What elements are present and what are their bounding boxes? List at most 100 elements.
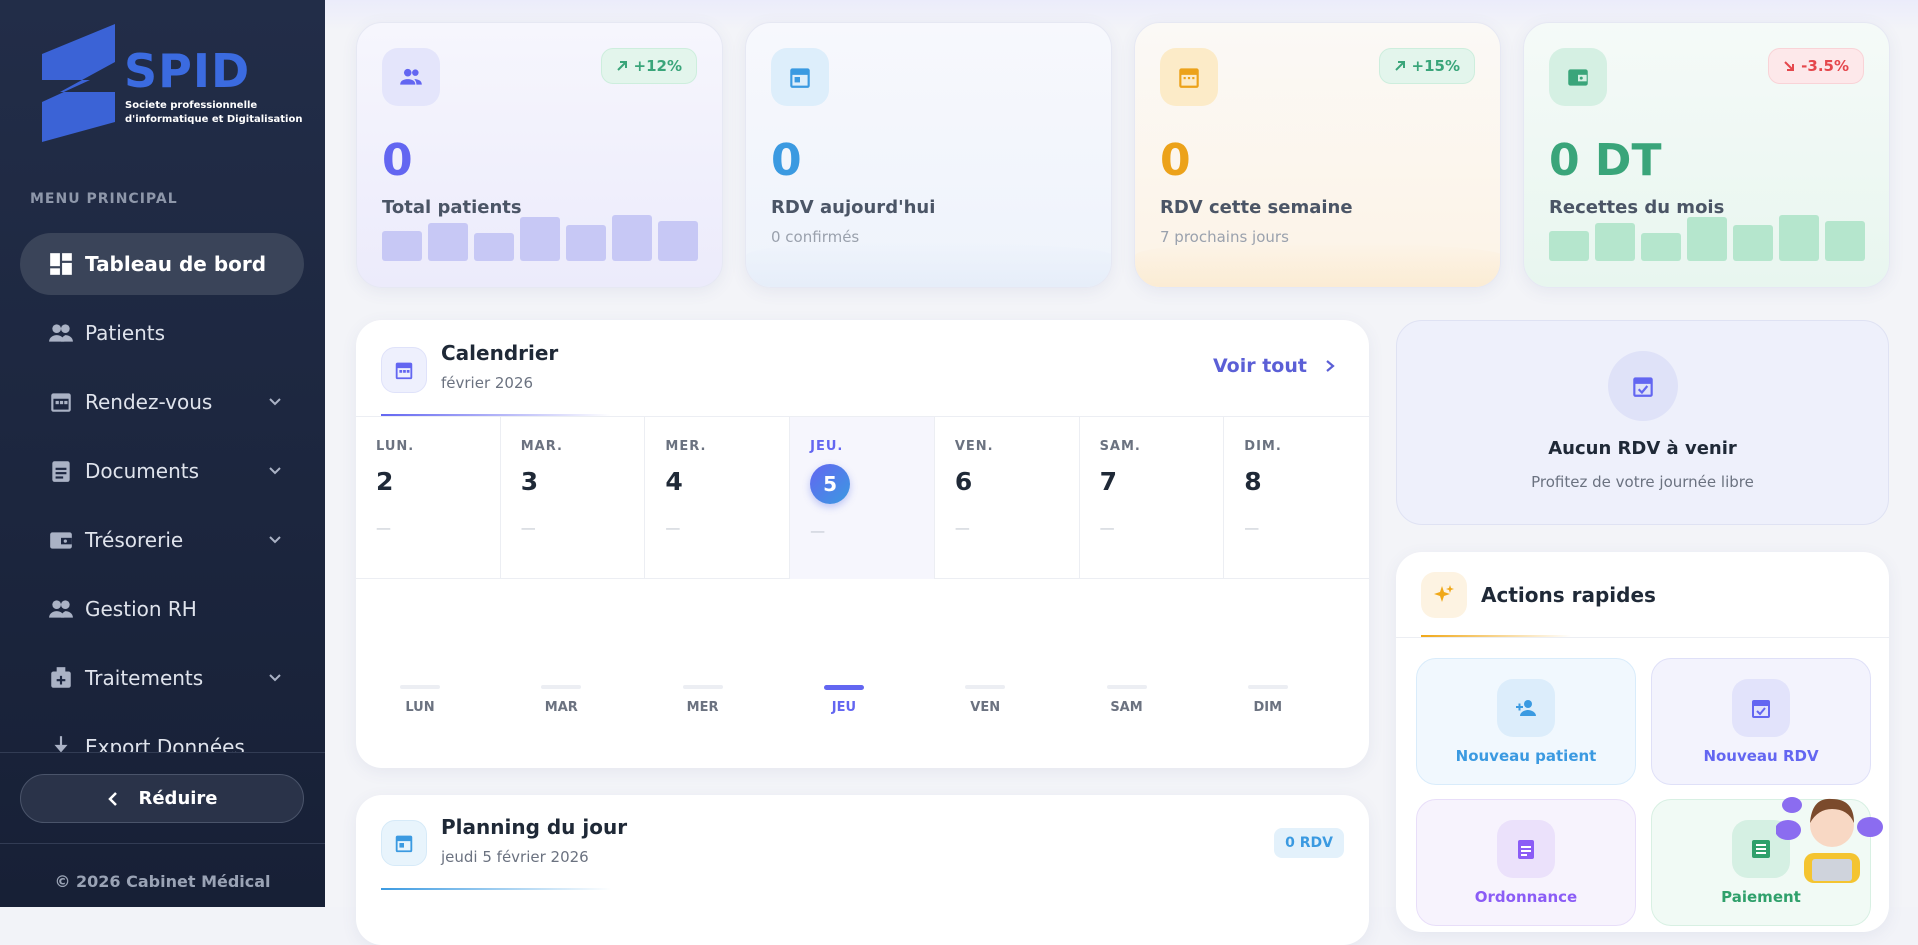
quick-action[interactable]: Ordonnance: [1416, 799, 1636, 926]
stat-icon: [1160, 48, 1218, 106]
actions-title: Actions rapides: [1481, 583, 1656, 607]
stat-value: 0 DT: [1549, 135, 1662, 186]
week-indicator: [1106, 685, 1147, 689]
icon: [50, 253, 72, 275]
day-cell[interactable]: MER. 4 —: [645, 417, 791, 579]
icon: [1518, 840, 1534, 859]
day-cell[interactable]: LUN. 2 —: [356, 417, 501, 579]
week-indicator: [1247, 685, 1288, 689]
icon: [1516, 700, 1536, 716]
icon: [269, 398, 281, 406]
menu-label: Patients: [85, 321, 166, 345]
menu-label: Documents: [85, 459, 200, 483]
menu-label: Tableau de bord: [85, 252, 267, 276]
menu-item[interactable]: Tableau de bord: [20, 233, 304, 295]
trend-value: +15%: [1411, 57, 1460, 75]
collapse-button[interactable]: Réduire: [20, 774, 304, 823]
chevron-left: [108, 791, 118, 806]
week-day: VEN: [970, 700, 1001, 715]
see-all-label: Voir tout: [1213, 355, 1307, 377]
day-name: MER.: [665, 439, 707, 454]
quick-action[interactable]: Nouveau RDV: [1651, 658, 1871, 785]
planning-icon: [381, 820, 427, 866]
trend-value: -3.5%: [1801, 57, 1849, 75]
day-cell[interactable]: SAM. 7 —: [1080, 417, 1225, 579]
quick-action[interactable]: Nouveau patient: [1416, 658, 1636, 785]
stat-icon: [771, 48, 829, 106]
stat-value: 0: [771, 135, 802, 186]
stat-label: RDV cette semaine: [1160, 197, 1353, 218]
stat-value: 0: [382, 135, 413, 186]
wave: [1135, 242, 1500, 287]
day-number: 6: [954, 467, 973, 496]
menu-item[interactable]: Documents: [20, 440, 304, 502]
icon: [54, 736, 68, 752]
day-empty: —: [376, 519, 391, 537]
logo-subtitle: d'informatique et Digitalisation: [125, 114, 303, 125]
spark-bar: [428, 223, 468, 261]
quick-action-label: Nouveau patient: [1455, 747, 1597, 765]
day-empty: —: [1099, 519, 1115, 537]
menu-item[interactable]: Traitements: [20, 647, 304, 709]
quick-action-label: Ordonnance: [1474, 888, 1578, 906]
spark-bar: [1687, 217, 1727, 261]
day-cell[interactable]: VEN. 6 —: [935, 417, 1080, 579]
footer: © 2026 Cabinet Médical: [54, 872, 271, 891]
stat-card: -3.5% 0 DT Recettes du mois: [1523, 22, 1890, 288]
quick-action-icon: [1497, 679, 1555, 737]
week-indicator: [823, 685, 864, 690]
icon: [790, 68, 810, 88]
menu-item[interactable]: Gestion RH: [20, 578, 304, 640]
menu-item[interactable]: Rendez-vous: [20, 371, 304, 433]
spark-bar: [474, 233, 514, 261]
week-indicator: [682, 685, 723, 689]
spark-bar: [612, 215, 652, 261]
icon: [50, 532, 72, 549]
stat-sub: 7 prochains jours: [1160, 228, 1289, 246]
day-cell[interactable]: DIM. 8 —: [1224, 417, 1369, 579]
stat-sub: 0 confirmés: [771, 228, 860, 246]
week-indicator: [400, 685, 440, 689]
see-all-link[interactable]: Voir tout: [1213, 355, 1335, 377]
icon: [49, 324, 73, 342]
spark-bar: [1595, 223, 1635, 261]
day-number: 2: [376, 467, 394, 496]
icon: [51, 393, 71, 412]
trend-badge: +12%: [600, 48, 697, 84]
trend-badge: +15%: [1378, 48, 1475, 84]
menu-item[interactable]: Patients: [20, 302, 304, 364]
stat-label: Recettes du mois: [1549, 197, 1725, 218]
sparkline: [382, 215, 698, 261]
upcoming-card: Aucun RDV à venir Profitez de votre jour…: [1396, 320, 1889, 525]
menu-label: Rendez-vous: [85, 390, 213, 414]
icon: [269, 467, 281, 475]
wave: [746, 242, 1111, 287]
day-cell[interactable]: JEU. 5 —: [790, 417, 935, 579]
stat-card: +12% 0 Total patients: [356, 22, 723, 288]
accent-line: [1421, 635, 1571, 637]
menu-item[interactable]: Export Données: [20, 716, 304, 752]
upcoming-title: Aucun RDV à venir: [1548, 438, 1737, 459]
planning-card: Planning du jour jeudi 5 février 2026 0 …: [356, 795, 1369, 945]
logo-title: SPID: [124, 44, 251, 98]
icon: [1752, 840, 1770, 858]
quick-action-icon: [1497, 820, 1555, 878]
spark-bar: [520, 217, 560, 261]
trend-badge: -3.5%: [1768, 48, 1864, 84]
menu-section: MENU PRINCIPAL: [30, 191, 178, 207]
icon: [269, 536, 281, 544]
day-empty: —: [520, 519, 536, 537]
chevron-right: [1326, 360, 1335, 372]
menu-item[interactable]: Trésorerie: [20, 509, 304, 571]
divider: [0, 752, 325, 753]
actions-icon: [1421, 572, 1467, 618]
assistant-avatar[interactable]: [1776, 775, 1886, 887]
quick-action-label: Paiement: [1721, 888, 1801, 906]
upcoming-icon: [1608, 351, 1678, 421]
days-grid: LUN. 2— MAR. 3— MER. 4— JEU. 5— VEN. 6— SAM. 7— DIM.…: [356, 417, 1369, 579]
day-name: DIM.: [1244, 439, 1282, 454]
planning-title: Planning du jour: [441, 815, 628, 839]
menu-label: Trésorerie: [85, 528, 184, 552]
day-cell[interactable]: MAR. 3 —: [501, 417, 646, 579]
